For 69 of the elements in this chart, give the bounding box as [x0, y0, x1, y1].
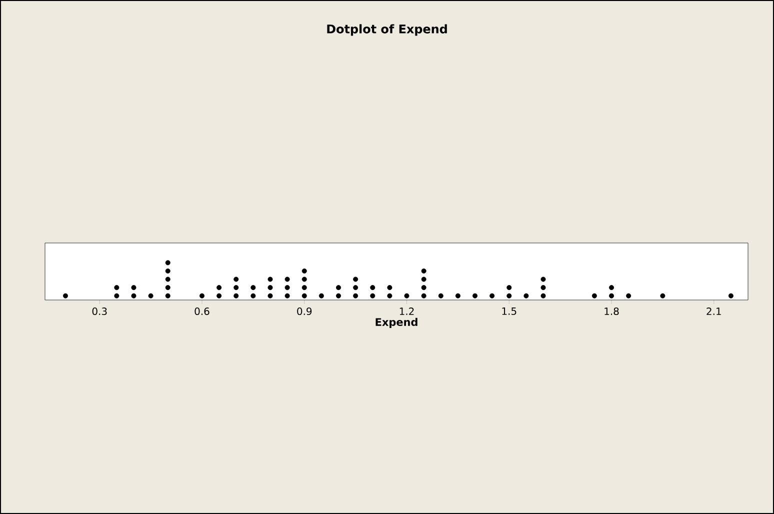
point: [114, 285, 120, 290]
point: [353, 285, 358, 290]
point: [165, 268, 170, 274]
point: [421, 268, 426, 274]
point: [370, 285, 376, 290]
point: [506, 285, 512, 290]
point: [165, 260, 170, 266]
point: [302, 293, 307, 298]
point: [524, 293, 529, 298]
point: [421, 285, 426, 290]
point: [609, 293, 614, 298]
point: [540, 293, 546, 298]
point: [131, 285, 136, 290]
x-axis-title: Expend: [376, 318, 418, 328]
point: [114, 293, 120, 298]
point: [438, 293, 444, 298]
point: [165, 285, 170, 290]
point: [165, 293, 170, 298]
point: [660, 293, 666, 298]
x-tick-label: 0.3: [92, 307, 107, 316]
point: [472, 293, 478, 298]
x-tick-label: 0.6: [194, 307, 210, 316]
point: [455, 293, 460, 298]
point: [728, 293, 734, 298]
x-tick-label: 0.9: [297, 307, 312, 316]
point: [284, 285, 290, 290]
point: [336, 293, 341, 298]
point: [626, 293, 632, 298]
point: [268, 276, 273, 282]
point: [540, 285, 546, 290]
point: [165, 276, 170, 282]
point: [268, 285, 273, 290]
point: [421, 276, 426, 282]
x-tick-label: 2.1: [706, 307, 721, 315]
point: [284, 293, 290, 298]
point: [216, 285, 222, 290]
point: [318, 293, 324, 298]
point: [199, 293, 204, 298]
point: [404, 293, 410, 298]
point: [506, 293, 512, 298]
point: [234, 276, 239, 282]
point: [268, 293, 273, 298]
point: [592, 293, 597, 298]
point: [131, 293, 136, 298]
point: [336, 285, 341, 290]
point: [353, 293, 358, 298]
point: [609, 285, 614, 290]
point: [148, 293, 154, 298]
point: [387, 285, 392, 290]
point: [421, 293, 426, 298]
point: [234, 293, 239, 298]
x-tick-label: 1.8: [604, 307, 619, 316]
x-tick-label: 1.5: [502, 308, 516, 315]
point: [62, 293, 68, 298]
point: [234, 285, 239, 290]
point: [216, 293, 222, 298]
point: [370, 293, 376, 298]
point: [302, 276, 307, 282]
point: [284, 276, 290, 282]
point: [250, 293, 256, 298]
x-tick-label: 1.2: [400, 307, 414, 315]
point: [490, 293, 495, 298]
point: [302, 285, 307, 290]
chart-title: Dotplot of Expend: [327, 24, 447, 36]
point: [540, 276, 546, 282]
point: [387, 293, 392, 298]
point: [353, 276, 358, 282]
point: [250, 285, 256, 290]
point: [302, 268, 307, 274]
